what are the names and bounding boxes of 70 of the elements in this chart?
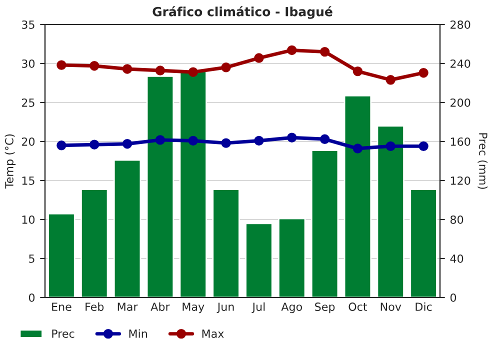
point xyxy=(122,64,132,74)
y-tick-label: 15 xyxy=(22,176,34,185)
point xyxy=(221,138,231,148)
point xyxy=(90,60,100,71)
x-tick-label: Jul xyxy=(252,302,265,314)
bar xyxy=(146,75,174,298)
point xyxy=(155,135,166,145)
point xyxy=(254,136,264,146)
point xyxy=(352,144,363,154)
y-tick-label: 10 xyxy=(22,215,35,224)
point xyxy=(287,132,297,142)
bar xyxy=(48,212,76,298)
legend-label: Min xyxy=(129,329,147,338)
legend-label: Prec xyxy=(52,330,74,338)
point xyxy=(122,138,132,149)
point xyxy=(90,140,100,150)
y2-tick-label: 80 xyxy=(450,215,464,224)
x-tick-label: Abr xyxy=(150,302,170,311)
x-tick-label: Jun xyxy=(216,302,234,314)
x-tick-label: May xyxy=(182,302,204,314)
y2-tick-label: 200 xyxy=(450,98,470,107)
bar xyxy=(113,159,142,298)
bar xyxy=(310,150,339,298)
y-tick-label: 25 xyxy=(22,98,34,107)
point xyxy=(56,60,66,70)
y-tick-label: 0 xyxy=(28,293,35,302)
bar xyxy=(179,70,207,298)
x-tick-label: Ene xyxy=(52,302,72,311)
point xyxy=(56,140,66,150)
y2-tick-label: 120 xyxy=(450,176,470,185)
y-tick-label: 35 xyxy=(22,20,34,29)
point xyxy=(188,67,198,77)
x-tick-label: Mar xyxy=(118,302,138,311)
point xyxy=(418,68,428,78)
point xyxy=(320,46,330,57)
point xyxy=(254,53,264,63)
point xyxy=(386,141,396,152)
y-tick-label: 20 xyxy=(22,137,35,146)
point xyxy=(221,62,231,72)
x-tick-label: Feb xyxy=(86,302,104,311)
point xyxy=(386,75,396,85)
bar xyxy=(245,222,273,298)
y2-tick-label: 240 xyxy=(450,59,470,68)
bar xyxy=(278,218,306,298)
point xyxy=(320,134,330,144)
point xyxy=(352,66,363,76)
point xyxy=(155,66,166,76)
x-tick-label: Nov xyxy=(380,302,402,311)
bar xyxy=(376,125,404,298)
y2-tick-label: 160 xyxy=(450,137,470,146)
y2-tick-label: 0 xyxy=(450,293,456,302)
y-tick-label: 30 xyxy=(22,59,35,68)
chart-title: Gráfico climático - Ibagué xyxy=(152,6,332,19)
y2-tick-label: 280 xyxy=(450,20,470,29)
point xyxy=(188,136,198,146)
point xyxy=(418,141,428,152)
x-tick-label: Oct xyxy=(348,302,368,311)
bar xyxy=(344,94,372,298)
legend-label: Max xyxy=(202,330,224,338)
y-axis-title: Temp (°C) xyxy=(4,134,16,189)
y-tick-label: 5 xyxy=(29,254,34,263)
x-tick-label: Ago xyxy=(281,302,302,314)
bar xyxy=(80,188,108,298)
x-tick-label: Sep xyxy=(315,302,335,314)
y2-tick-label: 40 xyxy=(450,254,464,263)
x-tick-label: Dic xyxy=(416,302,432,311)
point xyxy=(287,45,297,56)
bar xyxy=(212,188,240,298)
y2-axis-title: Prec (mm) xyxy=(478,133,488,189)
bar xyxy=(410,188,438,298)
